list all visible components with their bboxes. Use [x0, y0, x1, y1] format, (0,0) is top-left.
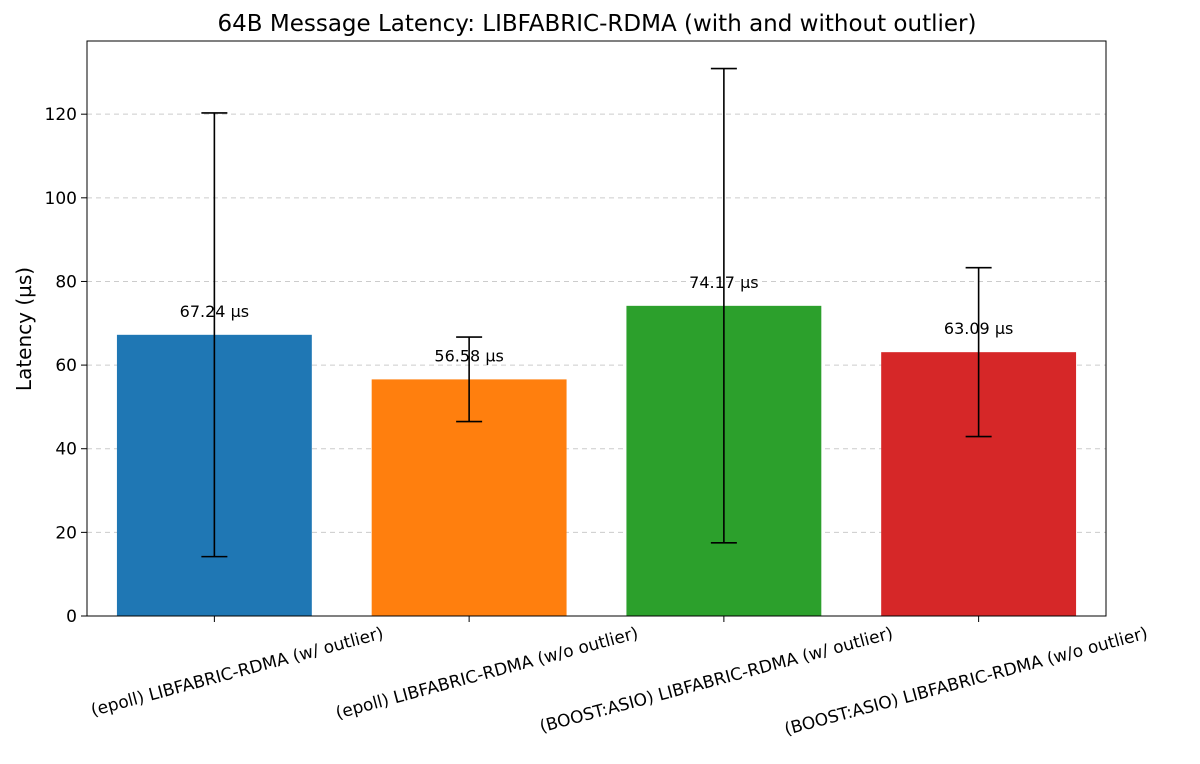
data-label: 74.17 µs — [689, 273, 758, 292]
plot-area-frame — [86, 40, 1107, 617]
x-axis-ticks: (epoll) LIBFABRIC-RDMA (w/ outlier)(epol… — [89, 616, 1150, 740]
y-tick-label: 40 — [55, 440, 77, 460]
chart-title: 64B Message Latency: LIBFABRIC-RDMA (wit… — [218, 11, 977, 37]
data-label-layer: 67.24 µs 56.58 µs 74.17 µs 63.09 µs — [180, 273, 1014, 366]
data-label: 67.24 µs — [180, 302, 249, 321]
y-axis-label: Latency (µs) — [12, 267, 36, 391]
error-bar-layer — [201, 67, 992, 558]
data-label: 63.09 µs — [944, 319, 1013, 338]
y-tick-label: 80 — [55, 272, 77, 292]
y-tick-label: 120 — [45, 105, 77, 125]
data-label: 56.58 µs — [434, 346, 503, 365]
y-tick-label: 100 — [45, 189, 77, 209]
y-tick-label: 20 — [55, 523, 77, 543]
bar-layer — [116, 305, 1077, 616]
y-tick-label: 0 — [66, 607, 77, 627]
y-axis-ticks: 0 20 40 60 80 100 120 — [45, 105, 87, 627]
y-tick-label: 60 — [55, 356, 77, 376]
